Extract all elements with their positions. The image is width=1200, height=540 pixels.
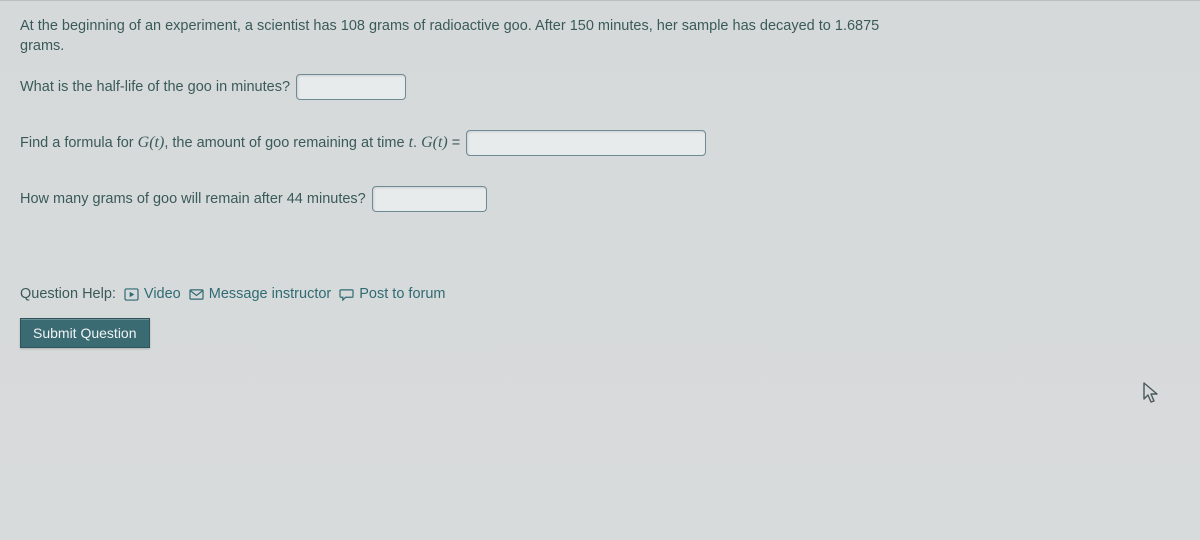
math-gt-2: G(t) (421, 134, 448, 152)
video-link[interactable]: Video (124, 286, 181, 302)
message-instructor-link[interactable]: Message instructor (189, 286, 332, 302)
spacer (20, 242, 1180, 278)
question-help-row: Question Help: Video Message instructor (20, 286, 1180, 302)
part-3-label: How many grams of goo will remain after … (20, 191, 366, 207)
video-link-label: Video (144, 286, 181, 302)
part-2-row: Find a formula for G(t) , the amount of … (20, 130, 1180, 156)
remaining-grams-input[interactable] (372, 186, 487, 212)
part-2-mid: , the amount of goo remaining at time (164, 135, 408, 151)
question-page: At the beginning of an experiment, a sci… (0, 0, 1200, 540)
part-1-row: What is the half-life of the goo in minu… (20, 74, 1180, 100)
post-to-forum-label: Post to forum (359, 286, 445, 302)
part-2-suffix1: . (413, 135, 421, 151)
part-3-row: How many grams of goo will remain after … (20, 186, 1180, 212)
formula-input[interactable] (466, 130, 706, 156)
video-icon (124, 288, 139, 301)
question-help-label: Question Help: (20, 286, 116, 302)
half-life-input[interactable] (296, 74, 406, 100)
part-2-eq: = (448, 135, 461, 151)
message-instructor-label: Message instructor (209, 286, 332, 302)
math-gt-1: G(t) (138, 134, 165, 152)
question-intro: At the beginning of an experiment, a sci… (20, 17, 920, 56)
post-to-forum-link[interactable]: Post to forum (339, 286, 445, 302)
cursor-icon (1142, 381, 1160, 405)
envelope-icon (189, 288, 204, 301)
speech-bubble-icon (339, 288, 354, 301)
submit-question-button[interactable]: Submit Question (20, 318, 150, 348)
part-1-label: What is the half-life of the goo in minu… (20, 79, 290, 95)
part-2-prefix: Find a formula for (20, 135, 138, 151)
